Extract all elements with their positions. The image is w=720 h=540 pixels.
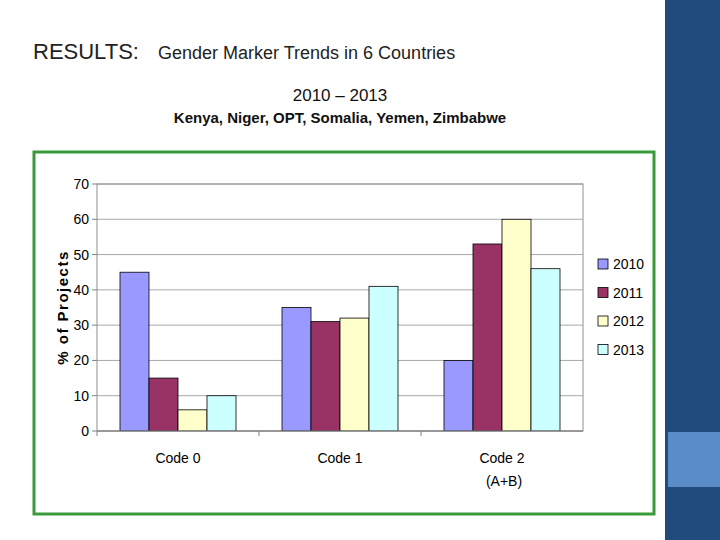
tick-label: 70 xyxy=(73,176,89,192)
bar xyxy=(178,410,207,431)
tick-label: 30 xyxy=(73,317,89,333)
countries: Kenya, Niger, OPT, Somalia, Yemen, Zimba… xyxy=(174,109,506,126)
heading: RESULTS: xyxy=(33,39,139,64)
tick-label: 60 xyxy=(73,211,89,227)
bar xyxy=(531,269,560,431)
tick-label: 40 xyxy=(73,282,89,298)
legend-swatch xyxy=(598,259,608,269)
grid-line xyxy=(97,431,583,432)
bar xyxy=(502,219,531,431)
bar xyxy=(369,286,398,431)
bar xyxy=(149,378,178,431)
bars xyxy=(120,219,560,431)
slide: RESULTS: Gender Marker Trends in 6 Countr… xyxy=(0,0,720,540)
category-label: Code 0 xyxy=(155,450,200,466)
tick-mark xyxy=(92,395,97,396)
legend-label: 2013 xyxy=(613,342,644,358)
bar xyxy=(473,244,502,431)
tick-mark xyxy=(92,360,97,361)
legend-label: 2011 xyxy=(613,285,643,301)
category-tick xyxy=(421,431,422,436)
canvas: RESULTS: Gender Marker Trends in 6 Countr… xyxy=(0,0,720,540)
category-label: Code 1 xyxy=(317,450,362,466)
tick-mark xyxy=(92,254,97,255)
bar xyxy=(207,396,236,431)
tick-label: 10 xyxy=(73,388,89,404)
tick-label: 50 xyxy=(73,247,89,263)
legend-swatch xyxy=(598,316,608,326)
plot-border xyxy=(97,184,583,431)
side-stripe xyxy=(665,0,720,540)
tick-mark xyxy=(92,431,97,432)
tick-label: 0 xyxy=(81,423,89,439)
bar xyxy=(282,308,311,432)
bar xyxy=(340,318,369,431)
title: Gender Marker Trends in 6 Countries xyxy=(158,43,455,63)
tick-mark xyxy=(92,184,97,185)
legend-label: 2012 xyxy=(613,313,644,329)
side-accent xyxy=(668,432,720,487)
legend-label: 2010 xyxy=(613,256,644,272)
y-axis-label: % of Projects xyxy=(54,250,71,365)
legend-swatch xyxy=(598,288,608,298)
x-axis xyxy=(97,431,583,432)
tick-mark xyxy=(92,325,97,326)
tick-mark xyxy=(92,219,97,220)
bar xyxy=(444,360,473,431)
category-label: Code 2(A+B) xyxy=(479,450,524,489)
tick-mark xyxy=(92,289,97,290)
bar xyxy=(311,322,340,431)
tick-label: 20 xyxy=(73,352,89,368)
category-tick xyxy=(259,431,260,436)
legend-swatch xyxy=(598,345,608,355)
subtitle: 2010 – 2013 xyxy=(293,86,388,105)
category-tick xyxy=(97,431,98,436)
bar xyxy=(120,272,149,431)
chart-frame xyxy=(34,152,654,514)
